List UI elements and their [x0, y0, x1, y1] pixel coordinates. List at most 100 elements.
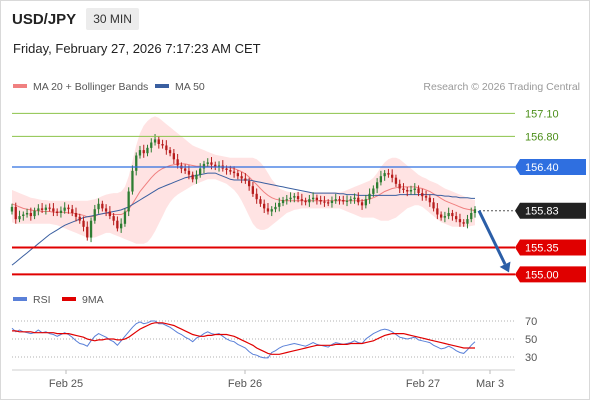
level-label-pivot: 156.40: [525, 162, 559, 174]
candle-body: [424, 196, 428, 198]
timeframe-button[interactable]: 30 MIN: [86, 8, 139, 30]
candle-body: [293, 196, 296, 198]
candle-body: [37, 208, 40, 211]
candle-body: [447, 213, 450, 217]
symbol-label: USD/JPY: [12, 10, 77, 28]
rsi-tick-label: 70: [525, 316, 537, 328]
candle-body: [40, 208, 44, 210]
candle-body: [236, 173, 239, 177]
candle-body: [153, 139, 157, 143]
legend-label-rsi: RSI: [33, 294, 51, 306]
legend-swatch-rsi: [13, 297, 27, 301]
candle-body: [202, 163, 206, 169]
forecast-arrow-head: [499, 261, 511, 273]
candle-body: [199, 168, 202, 175]
level-tag-pivot: [515, 159, 586, 175]
candle-body: [263, 203, 266, 209]
candle-body: [398, 183, 401, 189]
rsi-tick-label: 30: [525, 352, 537, 364]
candle-body: [10, 206, 14, 212]
candle-body: [82, 220, 85, 227]
candle-body: [315, 197, 318, 200]
candle-body: [172, 153, 175, 160]
candle-body: [436, 208, 439, 215]
candle-body: [402, 188, 405, 190]
rsi-tick-label: 50: [525, 334, 537, 346]
rsi-layer: 70 50 30: [11, 316, 537, 364]
candle-body: [255, 193, 258, 200]
chart-header: USD/JPY 30 MIN: [12, 8, 139, 30]
candle-body: [232, 171, 236, 174]
candle-body: [131, 170, 134, 192]
candle-body: [146, 147, 149, 154]
candle-body: [251, 186, 254, 194]
candle-body: [184, 168, 187, 171]
candle-body: [417, 188, 420, 194]
candle-body: [89, 220, 93, 238]
candle-body: [176, 159, 179, 166]
legend-swatch-rsi-ma: [62, 297, 76, 301]
candle-body: [244, 178, 247, 181]
forecast-arrow-shaft: [477, 210, 507, 265]
legend-label-bollinger: MA 20 + Bollinger Bands: [33, 81, 148, 93]
candle-body: [22, 214, 25, 216]
level-tag-current: [515, 202, 586, 219]
candle-body: [285, 199, 288, 201]
candle-body: [67, 207, 70, 210]
candle-body: [97, 203, 100, 210]
candle-body: [338, 199, 341, 201]
candle-body: [206, 162, 209, 164]
candle-body: [214, 164, 217, 167]
candle-body: [473, 209, 477, 213]
candle-body: [391, 174, 394, 178]
candle-body: [319, 200, 322, 202]
watermark: Research © 2026 Trading Central: [423, 81, 580, 93]
candle-body: [93, 209, 96, 221]
candle-body: [127, 191, 130, 212]
candle-body: [157, 139, 160, 144]
candle-body: [349, 199, 352, 201]
levels-layer: 157.10 156.80 156.40 155.83 155.35 155.00: [12, 108, 586, 283]
candle-body: [187, 170, 191, 175]
candle-body: [259, 199, 262, 204]
candle-body: [142, 150, 145, 154]
level-label-current: 155.83: [525, 206, 559, 218]
candle-body: [116, 220, 119, 229]
candle-body: [138, 150, 142, 156]
candle-body: [165, 145, 168, 151]
candle-body: [353, 197, 356, 200]
candle-body: [440, 214, 443, 218]
candle-body: [123, 211, 127, 224]
rsi-line: [11, 320, 476, 359]
rsi-ma-line: [12, 322, 475, 355]
candle-body: [270, 209, 273, 212]
candle-body: [108, 211, 111, 217]
candle-body: [304, 200, 307, 203]
candle-body: [29, 213, 32, 217]
candle-body: [78, 216, 81, 221]
candle-body: [345, 200, 349, 202]
x-tick-label: Feb 26: [228, 378, 262, 390]
candle-body: [360, 202, 364, 206]
candle-body: [229, 170, 232, 172]
candle-body: [25, 213, 29, 215]
legend-swatch-bollinger: [13, 84, 27, 88]
candle-body: [135, 155, 138, 171]
candle-body: [44, 207, 47, 210]
candle-body: [470, 213, 473, 220]
candle-body: [323, 201, 326, 203]
level-label-resistance: 157.10: [525, 108, 559, 120]
candle-body: [443, 216, 446, 218]
candle-body: [364, 199, 367, 206]
candle-body: [409, 190, 413, 192]
level-tag-support: [515, 266, 586, 283]
candle-body: [248, 180, 251, 187]
candle-body: [383, 173, 386, 177]
candle-body: [289, 197, 292, 200]
candle-body: [56, 211, 59, 213]
level-tag-support: [515, 239, 586, 256]
candle-body: [327, 202, 330, 204]
candle-body: [406, 190, 409, 192]
candle-body: [458, 219, 462, 223]
legend-label-ma50: MA 50: [175, 81, 205, 93]
